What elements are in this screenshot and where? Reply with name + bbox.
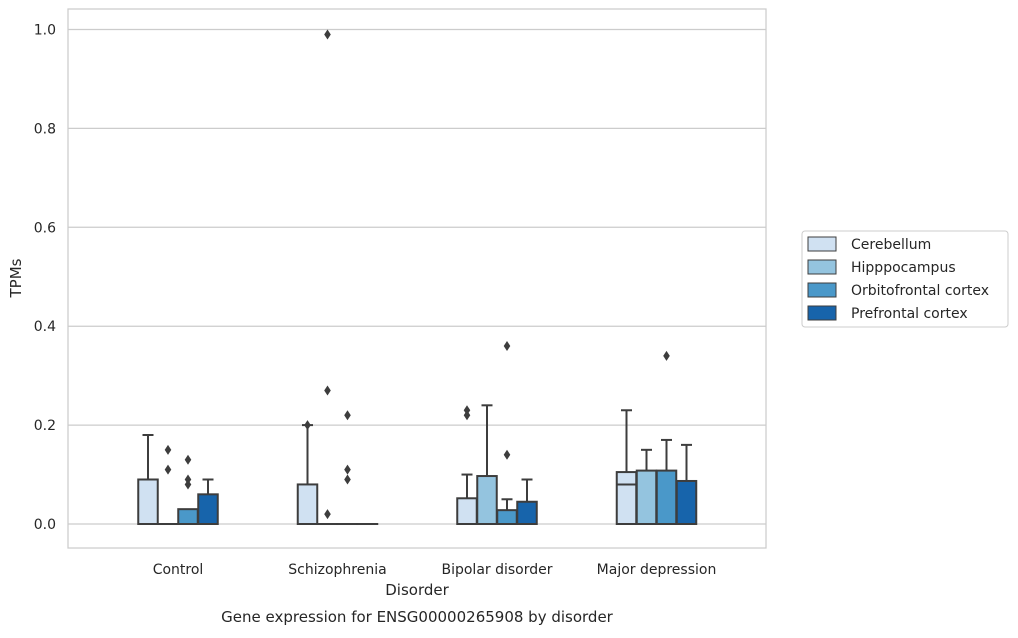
iqr-box — [198, 494, 218, 524]
x-axis-ticks: Control Schizophrenia Bipolar disorder Majo… — [153, 562, 717, 578]
legend-swatch — [808, 306, 836, 320]
y-tick-label: 0.4 — [34, 319, 56, 335]
legend-label: Cerebellum — [851, 237, 931, 253]
iqr-box — [517, 502, 537, 524]
x-axis-label: Disorder — [385, 581, 449, 599]
y-axis-ticks: 0.0 0.2 0.4 0.6 0.8 1.0 — [34, 23, 56, 534]
iqr-box — [637, 471, 657, 524]
box-orbitofrontal-cortex — [178, 509, 198, 524]
legend-swatch — [808, 283, 836, 297]
legend-label: Prefrontal cortex — [851, 306, 968, 322]
y-tick-label: 0.2 — [34, 418, 56, 434]
iqr-box — [298, 484, 318, 524]
legend-label: Hipppocampus — [851, 260, 956, 276]
y-tick-label: 1.0 — [34, 23, 56, 39]
plot-background — [68, 9, 766, 548]
iqr-box — [677, 481, 697, 524]
iqr-box — [138, 479, 158, 524]
y-tick-label: 0.8 — [34, 121, 56, 137]
legend-swatch — [808, 237, 836, 251]
x-tick-label: Control — [153, 562, 204, 578]
legend-swatch — [808, 260, 836, 274]
iqr-box — [657, 471, 677, 524]
iqr-box — [477, 476, 497, 524]
iqr-box — [497, 510, 517, 524]
iqr-box — [178, 509, 198, 524]
iqr-box — [617, 472, 637, 524]
y-tick-label: 0.6 — [34, 220, 56, 236]
chart-caption: Gene expression for ENSG00000265908 by d… — [221, 608, 614, 626]
y-tick-label: 0.0 — [34, 517, 56, 533]
legend: Cerebellum Hipppocampus Orbitofrontal cort… — [802, 231, 1008, 327]
x-tick-label: Major depression — [597, 562, 717, 578]
x-tick-label: Schizophrenia — [288, 562, 386, 578]
iqr-box — [457, 498, 477, 524]
legend-label: Orbitofrontal cortex — [851, 283, 989, 299]
x-tick-label: Bipolar disorder — [441, 562, 552, 578]
y-axis-label: TPMs — [7, 258, 25, 298]
